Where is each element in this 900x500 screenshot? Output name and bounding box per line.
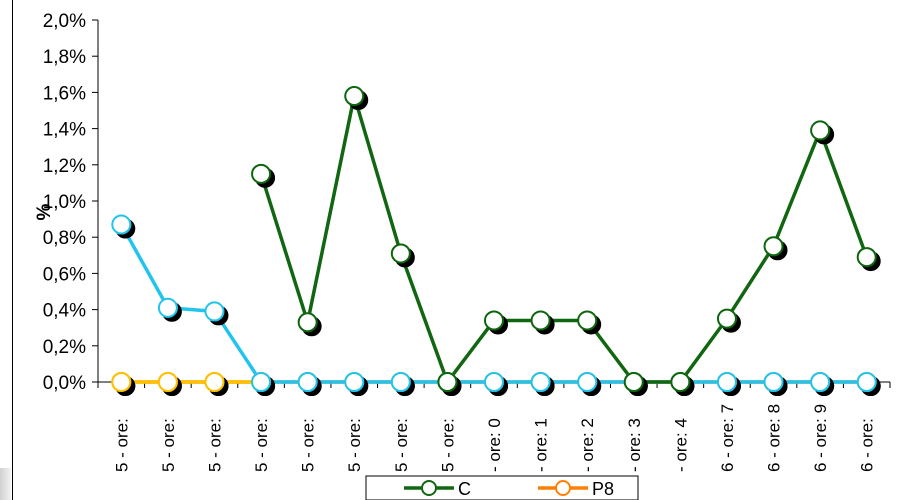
y-tick-label: 2,0% [43,11,86,32]
x-tick-label: - ore: 1 [532,418,551,472]
x-tick-label: 6 - ore: 7 [718,404,737,472]
data-point [810,372,831,392]
data-point [623,372,644,392]
y-tick-label: 1,8% [43,47,86,68]
data-point [763,236,784,257]
x-tick-labels: 5 - ore: 5 - ore: 5 - ore: 5 - ore: 5 - ore:… [112,404,876,472]
y-tick-label: 1,2% [43,156,86,177]
x-tick-label: 5 - ore: [299,418,318,472]
data-point [530,310,551,331]
legend-box [365,475,639,500]
data-point [716,372,737,392]
data-point [670,372,691,392]
x-tick-label: 5 - ore: [438,418,457,472]
data-point [251,372,272,392]
y-tick-labels: 0,0% 0,2% 0,4% 0,6% 0,8% 1,0% 1,2% 1,4% 1,6% 1,8%… [43,11,86,394]
data-point [157,372,178,392]
series-markers [111,86,877,392]
data-point [484,310,504,331]
legend-label: C [458,479,471,499]
data-point [437,372,458,392]
x-tick-label: 5 - ore: [112,418,131,472]
series-line [119,223,867,384]
x-tick-label: 5 - ore: [392,418,411,472]
y-tick-label: 1,6% [43,83,86,104]
data-point [297,312,318,333]
x-tick-label: 6 - ore: 8 [765,404,784,472]
data-point [111,214,132,235]
data-point [390,243,411,264]
x-tick-label: - ore: 0 [485,418,504,472]
y-tick-label: 0,4% [43,301,86,322]
series-line [259,94,869,384]
legend: C P8 [365,475,639,500]
legend-marker [421,480,437,496]
data-point [484,372,504,392]
data-point [763,372,784,392]
data-point [810,120,831,141]
x-tick-label: - ore: 4 [671,418,690,472]
x-tick-label: - ore: 2 [578,418,597,472]
x-tick-label: 6 - ore: [858,418,877,472]
data-point [251,163,272,184]
legend-label: P8 [592,479,614,499]
data-point [344,372,365,392]
y-tick-label: 1,0% [43,192,86,213]
data-point [577,310,598,331]
data-point [856,247,877,268]
data-point [856,372,877,392]
data-point [111,372,132,392]
y-tick-label: 0,6% [43,264,86,285]
data-point [204,372,225,392]
frame-left-border [12,0,13,500]
x-tick-label: 5 - ore: [252,418,271,472]
series-lines [119,94,869,384]
data-point [157,297,178,318]
axes [92,19,891,388]
data-point [390,372,411,392]
y-tick-label: 0,2% [43,337,86,358]
legend-marker [555,480,571,496]
y-axis-label: % [34,203,55,220]
x-tick-label: - ore: 3 [625,418,644,472]
data-point [530,372,551,392]
x-tick-label: 5 - ore: [345,418,364,472]
y-tick-label: 1,4% [43,120,86,141]
y-tick-label: 0,8% [43,228,86,249]
data-point [577,372,598,392]
data-point [297,372,318,392]
corner-shade [0,468,11,500]
x-tick-label: 5 - ore: [159,418,178,472]
x-tick-label: 6 - ore: 9 [811,404,830,472]
data-point [344,86,365,107]
data-point [716,308,737,329]
x-tick-label: 5 - ore: [205,418,224,472]
data-point [204,301,225,322]
y-tick-label: 0,0% [43,373,86,394]
